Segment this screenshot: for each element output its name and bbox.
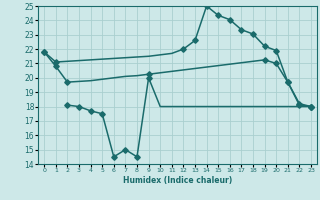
X-axis label: Humidex (Indice chaleur): Humidex (Indice chaleur): [123, 176, 232, 185]
